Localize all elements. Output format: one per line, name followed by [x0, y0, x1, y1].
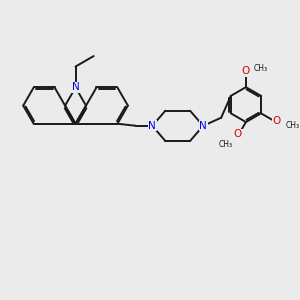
- Text: O: O: [234, 130, 242, 140]
- Text: N: N: [72, 82, 80, 92]
- Text: CH₃: CH₃: [254, 64, 268, 73]
- Text: CH₃: CH₃: [285, 121, 299, 130]
- Text: O: O: [272, 116, 281, 126]
- Text: CH₃: CH₃: [219, 140, 233, 149]
- Text: N: N: [148, 121, 156, 131]
- Text: O: O: [242, 66, 250, 76]
- Text: N: N: [199, 121, 207, 131]
